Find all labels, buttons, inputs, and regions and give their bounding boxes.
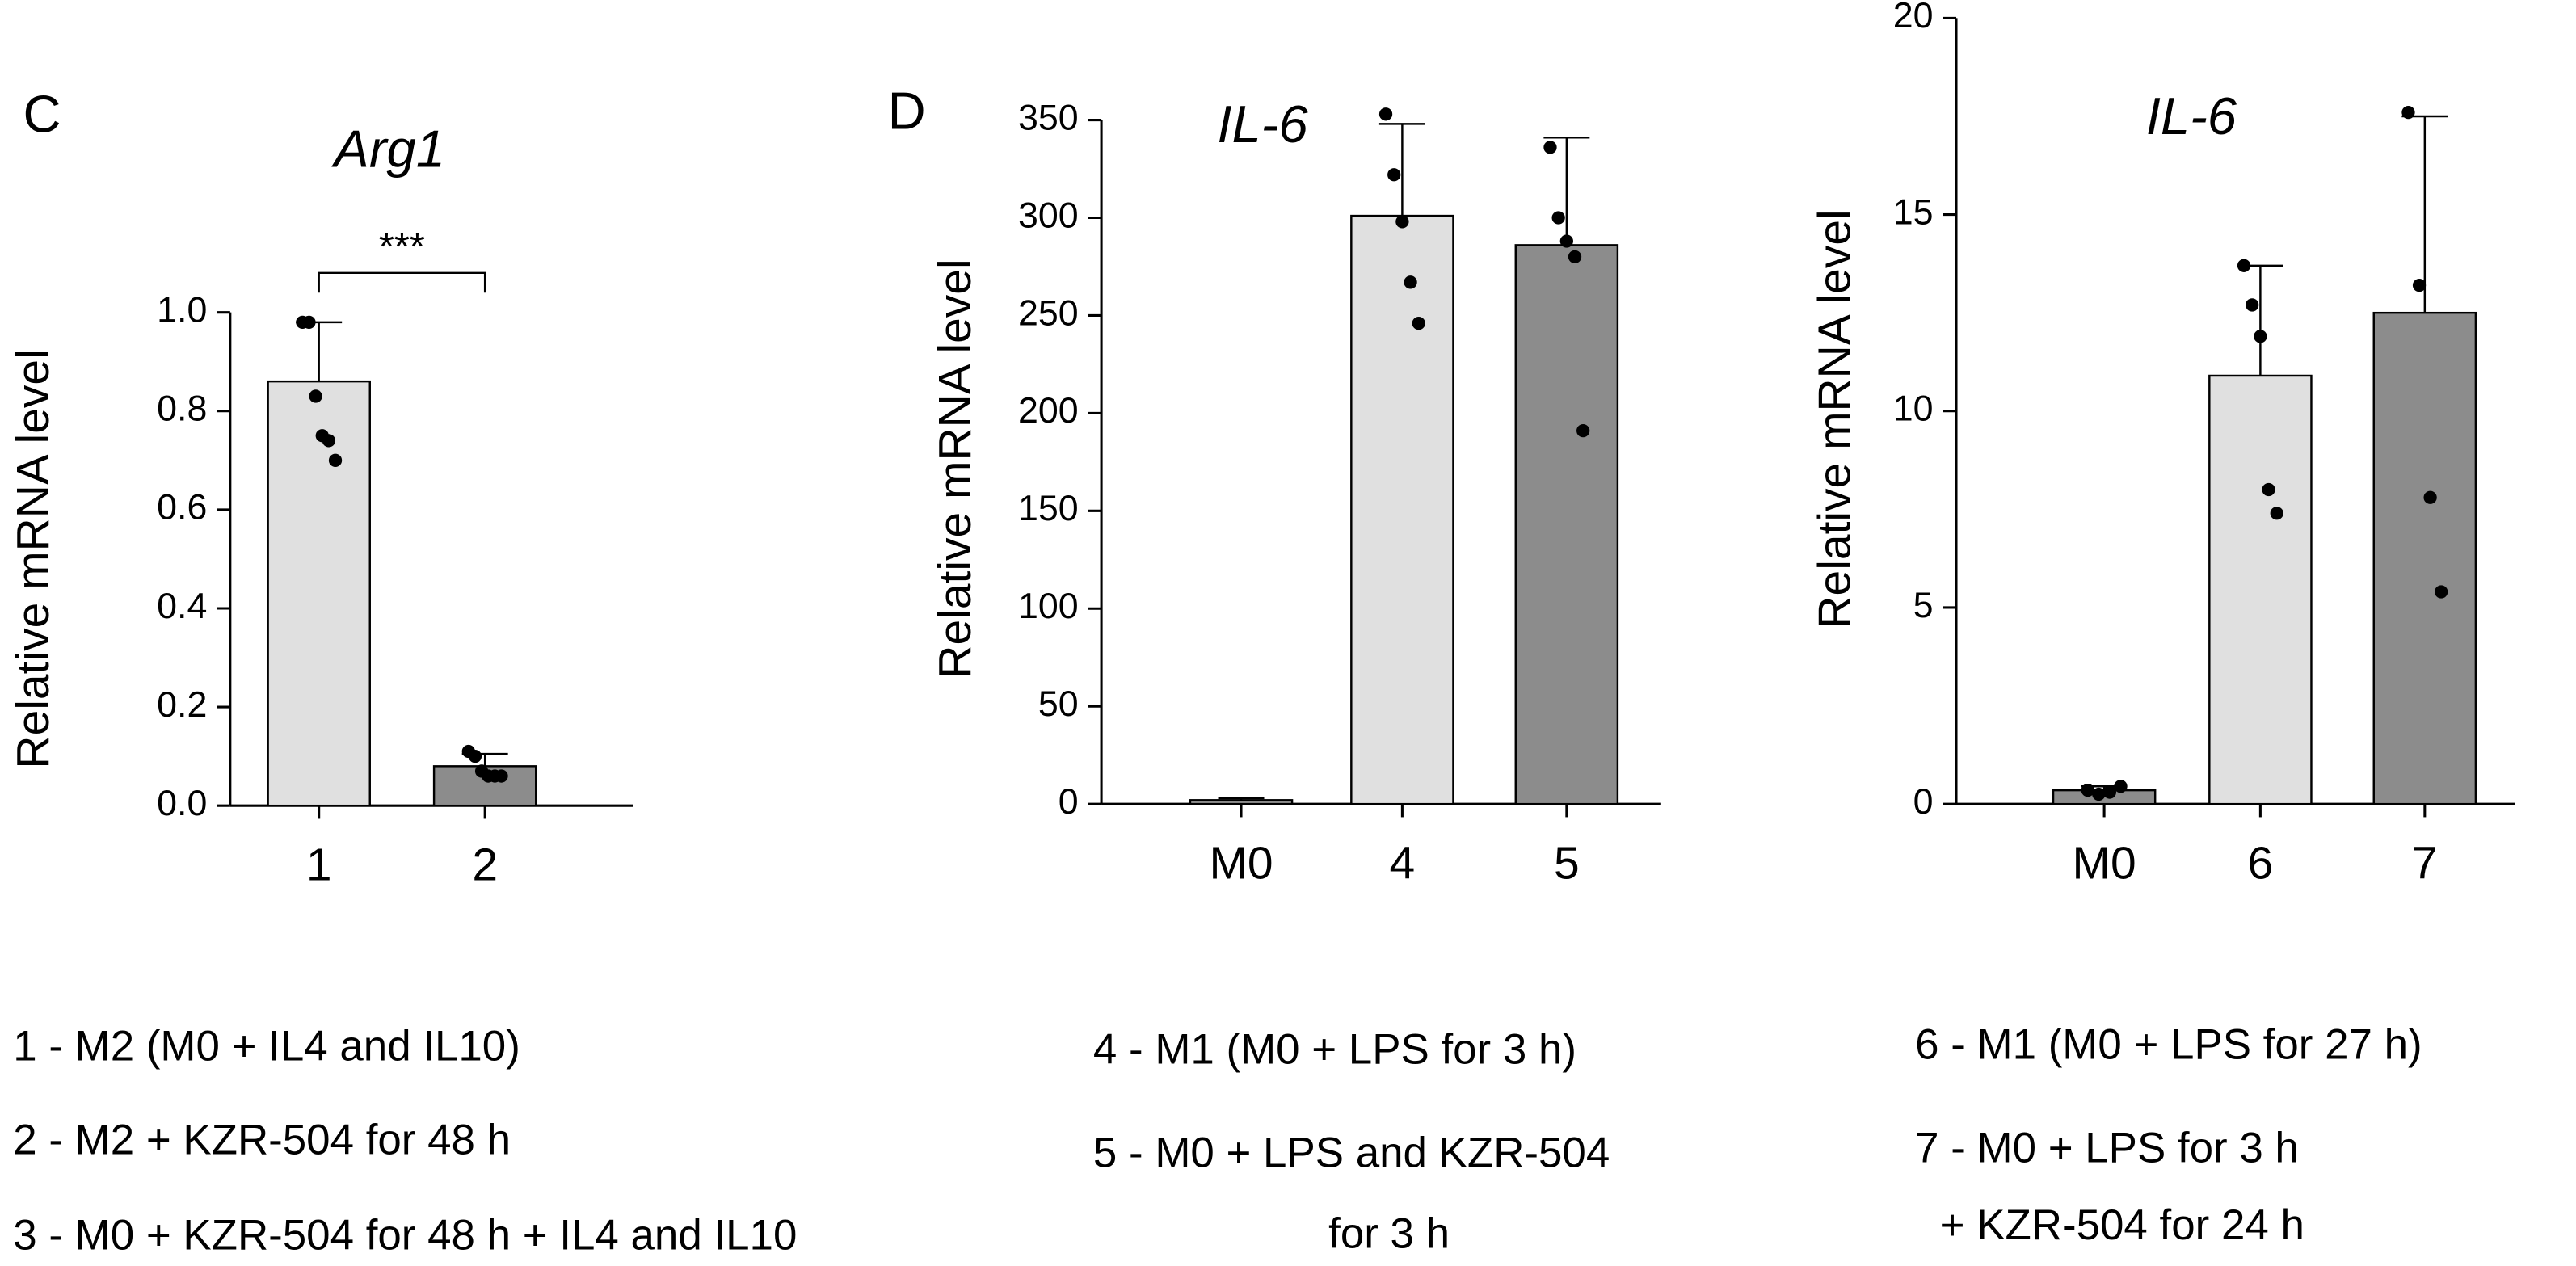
x-tick-label: 7 bbox=[2412, 838, 2438, 890]
data-point bbox=[309, 389, 322, 403]
x-tick-label: 6 bbox=[2248, 838, 2274, 890]
chart-title: IL-6 bbox=[2146, 86, 2237, 145]
x-tick-label: 2 bbox=[472, 839, 498, 891]
data-point bbox=[2246, 298, 2259, 312]
y-axis-label: Relative mRNA level bbox=[7, 349, 59, 768]
x-tick-label: 1 bbox=[306, 839, 332, 891]
data-point bbox=[1387, 168, 1401, 182]
x-tick-label: M0 bbox=[1209, 838, 1273, 890]
legend-note: 4 - M1 (M0 + LPS for 3 h) bbox=[1093, 1025, 1576, 1073]
y-tick-label: 0 bbox=[1913, 781, 1934, 822]
data-point bbox=[328, 453, 343, 467]
data-point bbox=[1568, 250, 1582, 264]
x-tick-label: M0 bbox=[2073, 838, 2136, 890]
y-tick-label: 1.0 bbox=[157, 289, 207, 330]
panel-letter: C bbox=[23, 85, 61, 144]
data-point bbox=[302, 315, 316, 330]
y-tick-label: 0.0 bbox=[157, 783, 207, 823]
legend-note: for 3 h bbox=[1328, 1209, 1450, 1257]
y-tick-label: 0.8 bbox=[157, 389, 207, 429]
x-tick-label: 5 bbox=[1554, 838, 1580, 890]
data-point bbox=[2262, 482, 2275, 497]
y-tick-label: 250 bbox=[1018, 292, 1079, 333]
data-point bbox=[2270, 507, 2283, 520]
chart-title: Arg1 bbox=[330, 119, 445, 178]
bar bbox=[2372, 311, 2477, 805]
data-point bbox=[1559, 234, 1573, 248]
y-tick-label: 5 bbox=[1913, 585, 1934, 625]
y-tick-label: 300 bbox=[1018, 195, 1079, 235]
y-tick-label: 0 bbox=[1059, 781, 1079, 822]
data-point bbox=[2092, 787, 2106, 801]
data-point bbox=[495, 769, 508, 783]
legend-note: 1 - M2 (M0 + IL4 and IL10) bbox=[13, 1022, 520, 1070]
y-axis-label: Relative mRNA level bbox=[1809, 209, 1861, 629]
data-point bbox=[1576, 424, 1590, 438]
legend-note: + KZR-504 for 24 h bbox=[1940, 1201, 2305, 1249]
y-tick-label: 0.6 bbox=[157, 487, 207, 528]
bar bbox=[1189, 799, 1294, 805]
data-point bbox=[1551, 211, 1565, 225]
data-point bbox=[1543, 141, 1557, 154]
data-point bbox=[322, 434, 336, 448]
y-tick-label: 20 bbox=[1893, 0, 1934, 36]
y-tick-label: 350 bbox=[1018, 97, 1079, 137]
legend-note: 5 - M0 + LPS and KZR-504 bbox=[1093, 1129, 1610, 1177]
panel-letter: D bbox=[888, 82, 926, 141]
data-point bbox=[2423, 490, 2437, 504]
legend-note: 7 - M0 + LPS for 3 h bbox=[1915, 1125, 2299, 1172]
data-point bbox=[2114, 780, 2128, 793]
significance-bracket bbox=[318, 271, 486, 293]
y-tick-label: 200 bbox=[1018, 390, 1079, 431]
chart-title: IL-6 bbox=[1217, 95, 1308, 154]
y-tick-label: 0.2 bbox=[157, 684, 207, 725]
data-point bbox=[468, 749, 482, 763]
y-tick-label: 0.4 bbox=[157, 586, 207, 626]
data-point bbox=[2237, 259, 2251, 272]
bar bbox=[267, 380, 371, 807]
data-point bbox=[1404, 275, 1417, 289]
data-point bbox=[2254, 330, 2267, 343]
bar bbox=[1514, 244, 1619, 805]
data-point bbox=[2102, 785, 2117, 799]
y-tick-label: 50 bbox=[1038, 683, 1079, 724]
data-point bbox=[2412, 278, 2427, 292]
data-point bbox=[2401, 105, 2415, 120]
data-point bbox=[2435, 585, 2448, 599]
y-tick-label: 15 bbox=[1893, 191, 1934, 232]
bar bbox=[2208, 374, 2313, 805]
legend-note: 3 - M0 + KZR-504 for 48 h + IL4 and IL10 bbox=[13, 1211, 797, 1259]
significance-label: *** bbox=[379, 225, 425, 269]
y-tick-label: 10 bbox=[1893, 389, 1934, 429]
legend-note: 2 - M2 + KZR-504 for 48 h bbox=[13, 1116, 511, 1163]
legend-note: 6 - M1 (M0 + LPS for 27 h) bbox=[1915, 1020, 2422, 1068]
data-point bbox=[1378, 107, 1393, 121]
y-axis-label: Relative mRNA level bbox=[929, 259, 981, 678]
data-point bbox=[2081, 783, 2094, 797]
data-point bbox=[1412, 316, 1425, 330]
bar bbox=[1350, 214, 1454, 805]
data-point bbox=[1395, 215, 1409, 229]
y-tick-label: 100 bbox=[1018, 586, 1079, 626]
y-tick-label: 150 bbox=[1018, 488, 1079, 528]
x-tick-label: 4 bbox=[1390, 838, 1416, 890]
